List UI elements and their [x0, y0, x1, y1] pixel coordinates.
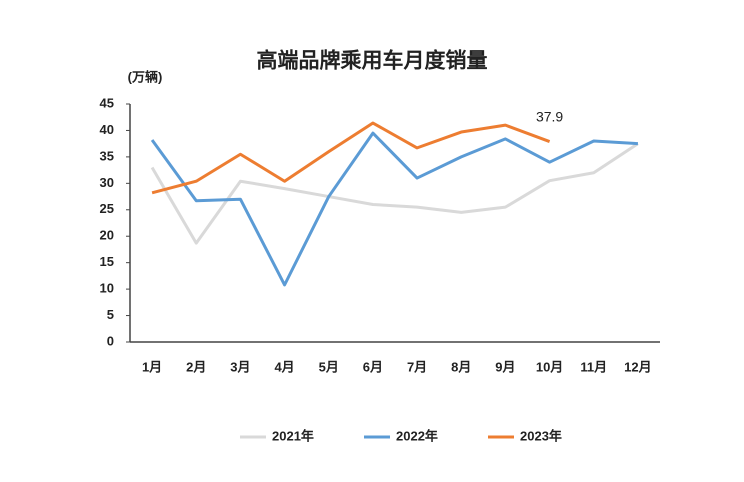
legend-label: 2022年 [396, 428, 438, 443]
x-tick-label: 3月 [230, 359, 250, 374]
legend-label: 2023年 [520, 428, 562, 443]
y-tick-label: 10 [100, 281, 114, 296]
data-label: 37.9 [536, 108, 563, 124]
y-tick-label: 0 [107, 333, 114, 348]
x-tick-label: 2月 [186, 359, 206, 374]
y-tick-label: 35 [100, 148, 114, 163]
series-line [151, 121, 551, 195]
x-tick-label: 12月 [624, 359, 651, 374]
x-tick-label: 8月 [451, 359, 471, 374]
x-tick-label: 11月 [580, 359, 607, 374]
y-tick-label: 40 [100, 122, 114, 137]
series-line [150, 131, 639, 287]
x-tick-label: 6月 [363, 359, 383, 374]
y-axis-label: (万辆) [128, 69, 163, 84]
legend-label: 2021年 [272, 428, 314, 443]
chart-title: 高端品牌乘用车月度销量 [257, 49, 488, 73]
y-tick-label: 30 [100, 175, 114, 190]
x-tick-label: 7月 [407, 359, 427, 374]
y-tick-label: 5 [107, 307, 114, 322]
y-tick-label: 45 [100, 95, 114, 110]
y-tick-label: 25 [100, 201, 114, 216]
series-line [150, 142, 639, 245]
x-tick-label: 10月 [536, 359, 563, 374]
x-tick-label: 1月 [142, 359, 162, 374]
y-tick-label: 20 [100, 228, 114, 243]
x-tick-label: 9月 [495, 359, 515, 374]
y-tick-label: 15 [100, 254, 114, 269]
x-tick-label: 5月 [319, 359, 339, 374]
x-tick-label: 4月 [274, 359, 294, 374]
